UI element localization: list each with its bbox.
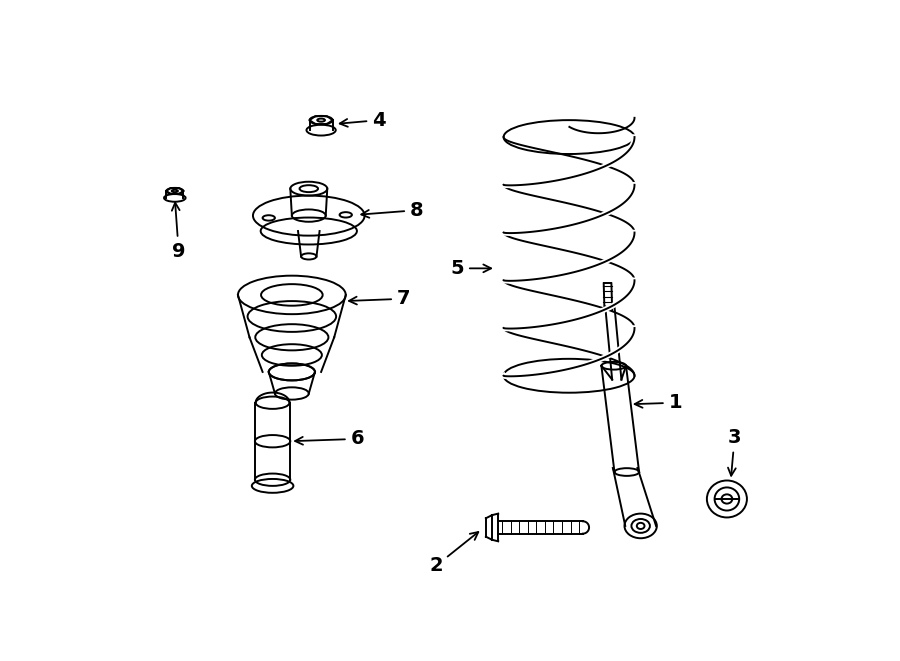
Text: 1: 1 — [634, 393, 682, 412]
Text: 3: 3 — [728, 428, 742, 476]
Text: 8: 8 — [361, 201, 423, 219]
Text: 6: 6 — [295, 430, 364, 448]
Text: 9: 9 — [172, 203, 185, 260]
Text: 5: 5 — [451, 259, 491, 278]
Text: 2: 2 — [429, 532, 478, 576]
Text: 7: 7 — [349, 290, 410, 308]
Text: 4: 4 — [339, 110, 386, 130]
